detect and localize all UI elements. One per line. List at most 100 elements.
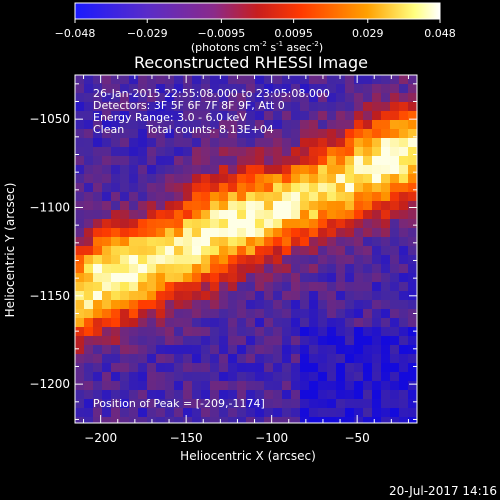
heatmap-cell xyxy=(282,417,292,423)
heatmap-cell xyxy=(291,390,301,400)
heatmap-cell xyxy=(345,138,355,148)
heatmap-cell xyxy=(111,75,121,85)
heatmap-cell xyxy=(201,174,211,184)
heatmap-cell xyxy=(399,228,409,238)
heatmap-cell xyxy=(336,399,346,409)
heatmap-cell xyxy=(129,318,139,328)
heatmap-cell xyxy=(174,300,184,310)
heatmap-cell xyxy=(174,147,184,157)
heatmap-cell xyxy=(201,147,211,157)
heatmap-cell xyxy=(354,120,364,130)
heatmap-cell xyxy=(327,282,337,292)
heatmap-cell xyxy=(102,273,112,283)
heatmap-cell xyxy=(84,111,94,121)
heatmap-cell xyxy=(390,219,400,229)
heatmap-cell xyxy=(264,417,274,423)
heatmap-cell xyxy=(255,147,265,157)
heatmap-cell xyxy=(165,174,175,184)
heatmap-cell xyxy=(282,345,292,355)
heatmap-cell xyxy=(390,174,400,184)
heatmap-cell xyxy=(102,363,112,373)
heatmap-cell xyxy=(408,138,417,148)
heatmap-cell xyxy=(210,165,220,175)
heatmap-cell xyxy=(75,111,85,121)
heatmap-cell xyxy=(75,138,85,148)
heatmap-cell xyxy=(246,165,256,175)
heatmap-cell xyxy=(399,363,409,373)
heatmap-cell xyxy=(282,408,292,418)
heatmap-cell xyxy=(129,228,139,238)
heatmap-cell xyxy=(237,390,247,400)
heatmap-cell xyxy=(201,309,211,319)
heatmap-cell xyxy=(210,138,220,148)
heatmap-cell xyxy=(165,417,175,423)
heatmap-cell xyxy=(210,237,220,247)
heatmap-cell xyxy=(111,363,121,373)
heatmap-cell xyxy=(327,363,337,373)
heatmap-cell xyxy=(264,156,274,166)
heatmap-cell xyxy=(408,156,417,166)
heatmap-cell xyxy=(345,390,355,400)
heatmap-cell xyxy=(93,192,103,202)
heatmap-cell xyxy=(246,399,256,409)
heatmap-cell xyxy=(354,165,364,175)
heatmap-cell xyxy=(129,147,139,157)
heatmap-cell xyxy=(174,345,184,355)
heatmap-cell xyxy=(201,390,211,400)
heatmap-cell xyxy=(282,138,292,148)
colorbar xyxy=(74,2,441,20)
heatmap-cell xyxy=(165,309,175,319)
heatmap-cell xyxy=(192,318,202,328)
heatmap-cell xyxy=(390,156,400,166)
heatmap-cell xyxy=(219,264,229,274)
heatmap-cell xyxy=(165,246,175,256)
heatmap-cell xyxy=(210,111,220,121)
heatmap-cell xyxy=(192,255,202,265)
heatmap-cell xyxy=(174,417,184,423)
heatmap-cell xyxy=(75,210,85,220)
heatmap-cell xyxy=(336,192,346,202)
heatmap-cell xyxy=(174,210,184,220)
heatmap-cell xyxy=(381,309,391,319)
heatmap-cell xyxy=(120,363,130,373)
heatmap-cell xyxy=(165,300,175,310)
heatmap-cell xyxy=(138,156,148,166)
heatmap-cell xyxy=(165,372,175,382)
heatmap-cell xyxy=(156,165,166,175)
heatmap-cell xyxy=(318,174,328,184)
heatmap-cell xyxy=(354,147,364,157)
heatmap-cell xyxy=(228,318,238,328)
heatmap-cell xyxy=(237,111,247,121)
heatmap-cell xyxy=(318,408,328,418)
heatmap-cell xyxy=(246,228,256,238)
heatmap-cell xyxy=(255,192,265,202)
heatmap-cell xyxy=(363,336,373,346)
heatmap-cell xyxy=(282,372,292,382)
heatmap-cell xyxy=(255,300,265,310)
heatmap-cell xyxy=(192,156,202,166)
heatmap-cell xyxy=(201,93,211,103)
heatmap-cell xyxy=(156,372,166,382)
heatmap-cell xyxy=(120,147,130,157)
heatmap-cell xyxy=(210,192,220,202)
heatmap-cell xyxy=(210,219,220,229)
heatmap-cell xyxy=(309,174,319,184)
heatmap-cell xyxy=(327,84,337,94)
heatmap-cell xyxy=(219,381,229,391)
heatmap-cell xyxy=(300,192,310,202)
heatmap-cell xyxy=(273,399,283,409)
heatmap-cell xyxy=(354,138,364,148)
heatmap-cell xyxy=(138,192,148,202)
heatmap-cell xyxy=(111,336,121,346)
heatmap-cell xyxy=(273,300,283,310)
heatmap-cell xyxy=(390,399,400,409)
heatmap-cell xyxy=(345,309,355,319)
heatmap-cell xyxy=(255,246,265,256)
heatmap-cell xyxy=(93,129,103,139)
heatmap-cell xyxy=(390,381,400,391)
heatmap-cell xyxy=(201,255,211,265)
heatmap-cell xyxy=(363,93,373,103)
heatmap-cell xyxy=(264,318,274,328)
heatmap-cell xyxy=(174,390,184,400)
heatmap-cell xyxy=(75,102,85,112)
